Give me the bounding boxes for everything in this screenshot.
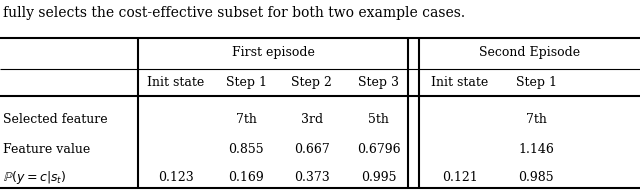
- Text: Init state: Init state: [431, 76, 488, 89]
- Text: Second Episode: Second Episode: [479, 46, 580, 59]
- Text: 0.995: 0.995: [361, 171, 397, 184]
- Text: 1.146: 1.146: [518, 143, 554, 156]
- Text: Init state: Init state: [147, 76, 205, 89]
- Text: $\mathbb{P}(y = c|s_t)$: $\mathbb{P}(y = c|s_t)$: [3, 169, 67, 186]
- Text: Selected feature: Selected feature: [3, 113, 108, 126]
- Text: 0.121: 0.121: [442, 171, 477, 184]
- Text: 7th: 7th: [236, 113, 257, 126]
- Text: 0.373: 0.373: [294, 171, 330, 184]
- Text: 7th: 7th: [526, 113, 547, 126]
- Text: 0.6796: 0.6796: [357, 143, 401, 156]
- Text: Step 2: Step 2: [291, 76, 332, 89]
- Text: fully selects the cost-effective subset for both two example cases.: fully selects the cost-effective subset …: [3, 6, 465, 20]
- Text: Feature value: Feature value: [3, 143, 90, 156]
- Text: Step 1: Step 1: [516, 76, 557, 89]
- Text: 0.169: 0.169: [228, 171, 264, 184]
- Text: 5th: 5th: [369, 113, 389, 126]
- Text: 0.855: 0.855: [228, 143, 264, 156]
- Text: Step 3: Step 3: [358, 76, 399, 89]
- Text: Step 1: Step 1: [226, 76, 267, 89]
- Text: 0.985: 0.985: [518, 171, 554, 184]
- Text: 0.123: 0.123: [158, 171, 194, 184]
- Text: 0.667: 0.667: [294, 143, 330, 156]
- Text: 3rd: 3rd: [301, 113, 323, 126]
- Text: First episode: First episode: [232, 46, 314, 59]
